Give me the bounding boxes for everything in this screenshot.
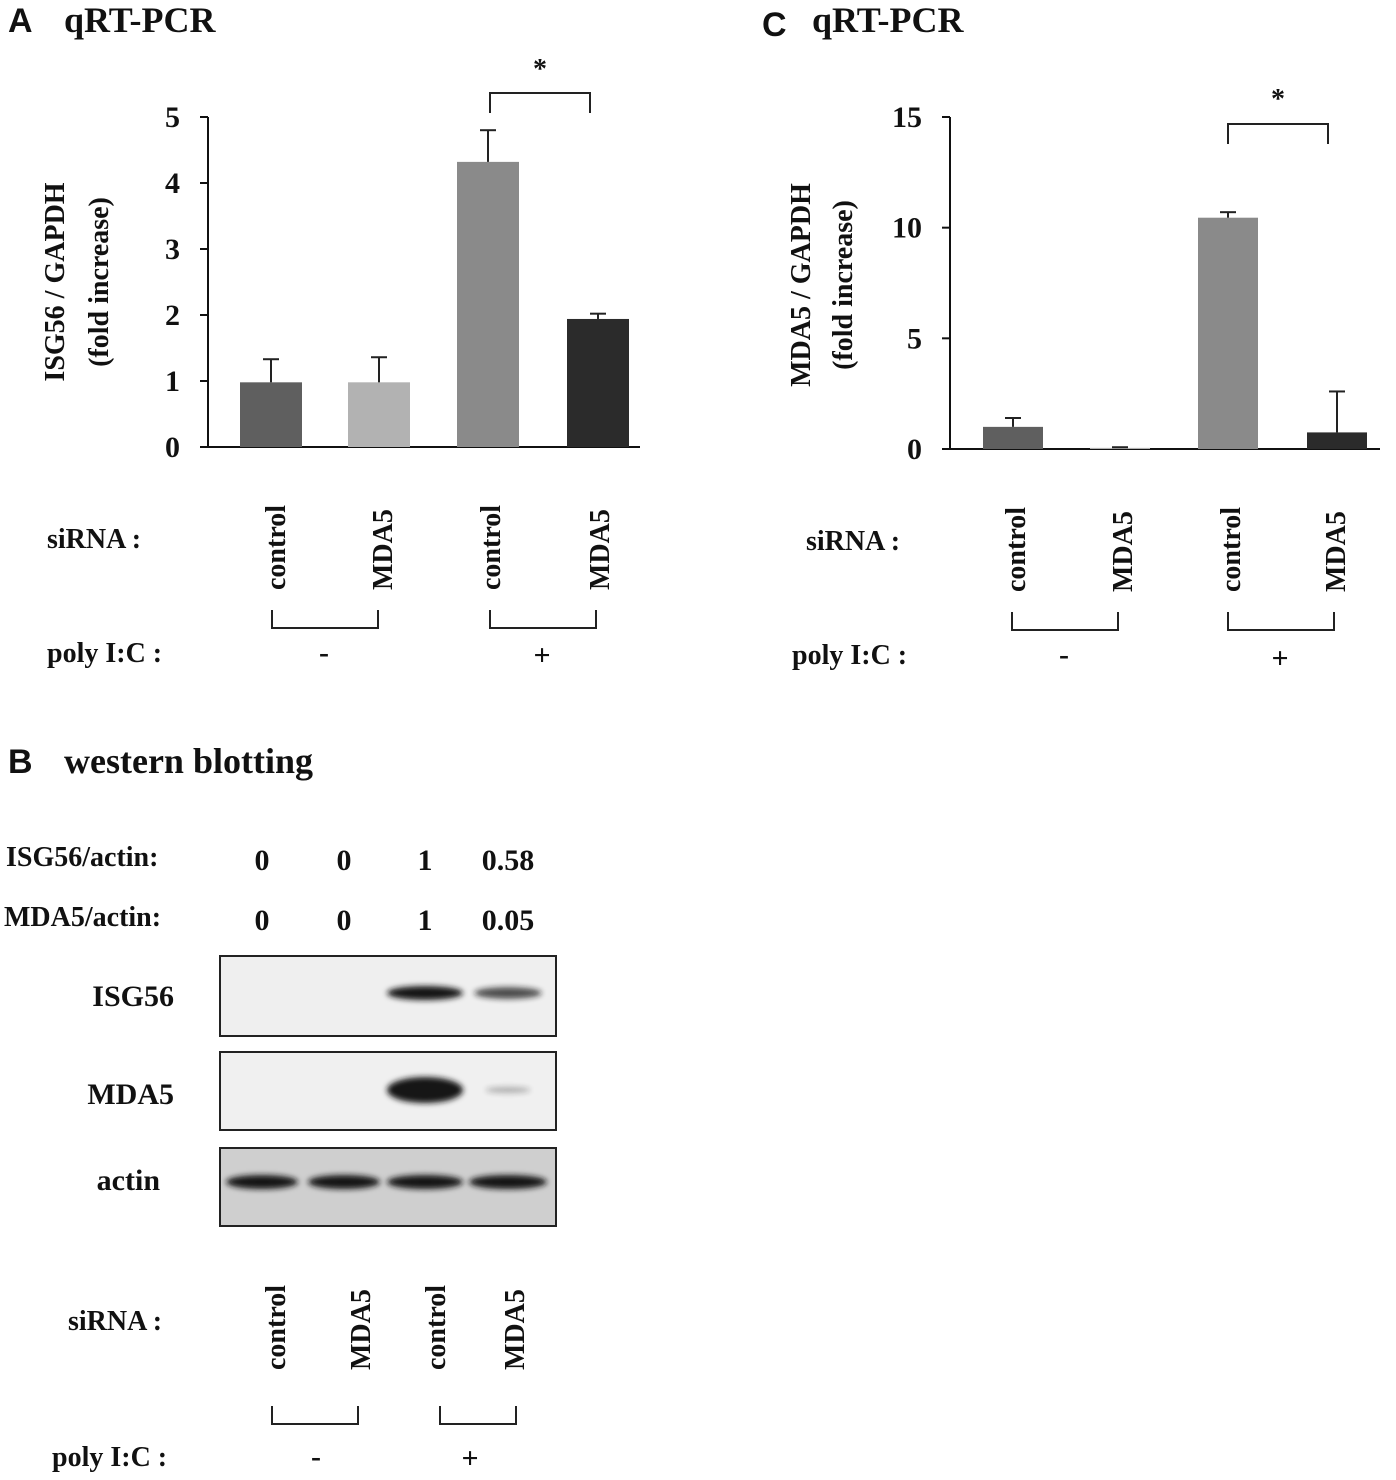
chart-c-plus-label: + xyxy=(1271,642,1288,675)
quant-row-isg56-label: ISG56/actin: xyxy=(6,842,158,873)
chart-a-bar xyxy=(348,382,410,447)
blot-band xyxy=(226,1175,298,1189)
chart-c-minus-label: - xyxy=(1059,638,1069,671)
blot-band xyxy=(469,1175,547,1189)
western-lane2-label: MDA5 xyxy=(346,1289,377,1370)
western-lane4-label: MDA5 xyxy=(500,1289,531,1370)
chart-a-category-label: control xyxy=(261,505,292,590)
blot-band xyxy=(387,1077,463,1103)
chart-c-category-label: MDA5 xyxy=(1108,511,1139,592)
chart-c-significance-bracket xyxy=(1227,123,1329,144)
blot-band xyxy=(308,1175,380,1189)
western-plus-label: + xyxy=(461,1442,478,1475)
chart-c-bar xyxy=(1198,217,1258,449)
chart-c-significance-star: * xyxy=(1271,84,1285,115)
chart-c-y-label-2: (fold increase) xyxy=(828,200,859,370)
panel-a: A qRT-PCR 0 1 2 3 4 5 ISG56 / GAPDH (fold incre… xyxy=(8,0,640,672)
chart-c-y-tick-label: 10 xyxy=(892,212,922,245)
quant-isg56-lane1: 0 xyxy=(255,844,270,877)
panel-c-letter: C xyxy=(762,6,787,44)
western-sirna-label: siRNA : xyxy=(68,1306,162,1337)
chart-c: 0 5 10 15 MDA5 / GAPDH (fold increase) * contro… xyxy=(786,84,1380,592)
panel-b: B western blotting ISG56/actin: 0 0 1 0.… xyxy=(4,741,557,1475)
quant-row-mda5-label: MDA5/actin: xyxy=(4,902,161,933)
panel-b-letter: B xyxy=(8,743,33,781)
western-blots xyxy=(219,955,557,1227)
chart-a-bar xyxy=(457,161,519,447)
chart-a-polyic-label: poly I:C : xyxy=(47,638,162,669)
western-lane1-label: control xyxy=(261,1285,292,1370)
quant-mda5-lane2: 0 xyxy=(337,904,352,937)
chart-a-y-tick-label: 1 xyxy=(165,365,180,398)
chart-a-significance-star: * xyxy=(533,54,547,85)
quant-mda5-lane3: 1 xyxy=(418,904,433,937)
panel-a-letter: A xyxy=(8,2,33,40)
chart-a-significance-bracket xyxy=(489,92,591,113)
chart-a-y-tick-label: 2 xyxy=(165,299,180,332)
blot-band xyxy=(485,1086,531,1094)
chart-a-sirna-label: siRNA : xyxy=(47,524,141,555)
western-bracket-minus xyxy=(271,1406,359,1425)
chart-c-bar xyxy=(983,426,1043,449)
chart-a-y-label: ISG56 / GAPDH xyxy=(40,182,71,381)
quant-isg56-lane3: 1 xyxy=(418,844,433,877)
chart-a-minus-label: - xyxy=(319,636,329,669)
quant-isg56-lane2: 0 xyxy=(337,844,352,877)
panel-b-title: western blotting xyxy=(64,741,313,781)
chart-c-y-tick-label: 5 xyxy=(907,322,922,355)
chart-a-category-label: MDA5 xyxy=(368,509,399,590)
western-polyic-label: poly I:C : xyxy=(52,1442,167,1473)
chart-c-bar xyxy=(1307,432,1367,449)
western-bracket-plus xyxy=(439,1406,517,1425)
chart-c-y-tick-label: 15 xyxy=(892,101,922,134)
chart-a-y-tick-label: 5 xyxy=(165,101,180,134)
chart-c-category-label: control xyxy=(1216,507,1247,592)
chart-a: 0 1 2 3 4 5 ISG56 / GAPDH (fold increase) * contr… xyxy=(40,54,640,590)
western-lane3-label: control xyxy=(421,1285,452,1370)
chart-a-bracket-minus xyxy=(271,610,379,629)
chart-a-bracket-plus xyxy=(489,610,597,629)
chart-c-category-label: control xyxy=(1001,507,1032,592)
chart-a-y-tick-label: 0 xyxy=(165,431,180,464)
chart-a-y-tick-label: 4 xyxy=(165,167,180,200)
quant-mda5-lane4: 0.05 xyxy=(482,904,535,937)
chart-c-category-label: MDA5 xyxy=(1321,511,1352,592)
panel-a-title: qRT-PCR xyxy=(64,0,216,40)
chart-c-bar xyxy=(1090,447,1150,449)
chart-a-y-label-2: (fold increase) xyxy=(84,197,115,367)
chart-c-bracket-plus xyxy=(1227,612,1335,631)
chart-c-sirna-label: siRNA : xyxy=(806,526,900,557)
western-minus-label: - xyxy=(311,1440,321,1473)
chart-a-bar xyxy=(567,318,629,447)
blot-isg56-label: ISG56 xyxy=(92,980,174,1013)
blot-actin-label: actin xyxy=(97,1164,161,1197)
chart-a-category-label: MDA5 xyxy=(585,509,616,590)
quant-mda5-lane1: 0 xyxy=(255,904,270,937)
blot-band xyxy=(387,986,463,1000)
chart-a-category-label: control xyxy=(476,505,507,590)
quant-isg56-lane4: 0.58 xyxy=(482,844,535,877)
chart-c-polyic-label: poly I:C : xyxy=(792,640,907,671)
panel-c: C qRT-PCR 0 5 10 15 MDA5 / GAPDH (fold increa… xyxy=(762,0,1380,675)
chart-a-plus-label: + xyxy=(533,639,550,672)
panel-c-title: qRT-PCR xyxy=(812,0,964,40)
blot-band xyxy=(387,1175,463,1189)
chart-c-y-tick-label: 0 xyxy=(907,433,922,466)
blot-mda5-label: MDA5 xyxy=(87,1078,174,1111)
chart-a-y-tick-label: 3 xyxy=(165,233,180,266)
chart-a-bar xyxy=(240,382,302,447)
chart-c-y-label: MDA5 / GAPDH xyxy=(786,183,817,387)
chart-c-bracket-minus xyxy=(1011,612,1119,631)
blot-band xyxy=(474,987,542,999)
